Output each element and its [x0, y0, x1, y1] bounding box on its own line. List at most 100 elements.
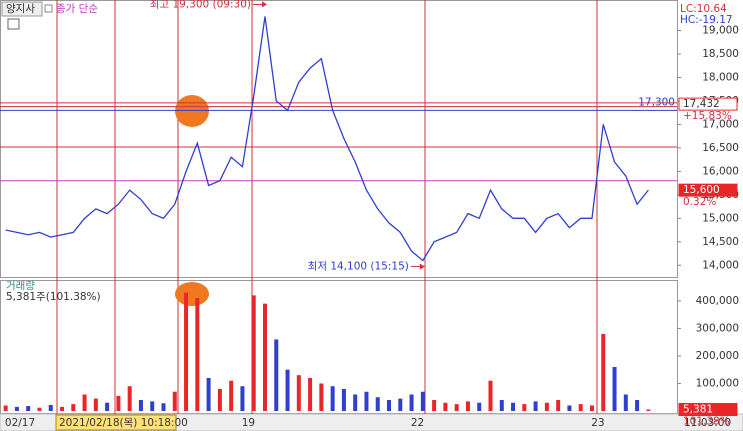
- y-tick-label: 17,000: [702, 118, 739, 130]
- value-badge-label: 15,600: [683, 184, 720, 196]
- volume-bar: [172, 391, 177, 411]
- volume-bar: [432, 399, 437, 411]
- x-tick-label: 02/17: [5, 417, 35, 429]
- settings-icon[interactable]: [7, 18, 20, 30]
- volume-bar: [161, 403, 166, 411]
- x-axis-bar: [0, 413, 743, 431]
- volume-bar: [206, 377, 211, 411]
- volume-bar: [48, 404, 53, 411]
- volume-bar: [612, 366, 617, 411]
- volume-bar: [262, 303, 267, 411]
- cursor-time-box: [55, 414, 177, 431]
- volume-bar: [296, 375, 301, 411]
- lc-label: LC:10.64: [680, 3, 727, 15]
- volume-bar: [420, 391, 425, 411]
- volume-bar: [398, 398, 403, 411]
- volume-bar: [285, 369, 290, 411]
- y-tick-label: 19,000: [702, 25, 739, 37]
- value-badge: [678, 403, 738, 417]
- x-tick-label: 22: [411, 417, 424, 429]
- volume-bar: [116, 395, 121, 411]
- volume-subtitle: 5,381주(101.38%): [6, 291, 101, 303]
- cursor-time: 2021/02/18(목) 10:18:00: [59, 417, 188, 429]
- volume-bar: [274, 339, 279, 411]
- volume-bar: [635, 399, 640, 411]
- value-badge: [678, 97, 738, 111]
- price-line: [5, 16, 649, 262]
- checkbox[interactable]: [44, 4, 53, 13]
- y-tick-label: 14,500: [702, 236, 739, 248]
- volume-bar: [82, 394, 87, 411]
- y-tick-label: 400,000: [696, 295, 739, 307]
- volume-bar: [477, 402, 482, 411]
- value-badge-sub: +15.83%: [683, 110, 732, 122]
- y-tick-label: 300,000: [696, 322, 739, 334]
- volume-bar: [229, 380, 234, 411]
- indicator-name: 종가 단순: [56, 3, 98, 15]
- y-tick-label: 200,000: [696, 350, 739, 362]
- y-tick-label: 16,500: [702, 142, 739, 154]
- y-tick-label: 100,000: [696, 377, 739, 389]
- volume-bar: [93, 398, 98, 411]
- volume-bar: [184, 292, 189, 411]
- volume-bar: [375, 397, 380, 411]
- volume-title: 거래량: [6, 280, 35, 292]
- x-tick-label: 23: [591, 417, 604, 429]
- volume-bar: [37, 407, 42, 411]
- volume-bar: [522, 404, 527, 411]
- price-panel: [0, 0, 678, 278]
- annotation: 최저 14,100 (15:15): [308, 261, 409, 273]
- volume-bar: [341, 388, 346, 411]
- value-badge-label: 17,432: [683, 98, 720, 110]
- volume-bar: [601, 333, 606, 411]
- volume-bar: [556, 399, 561, 411]
- volume-bar: [240, 386, 245, 411]
- stock-name: 양지사: [6, 3, 35, 15]
- volume-bar: [150, 401, 155, 411]
- volume-bar: [138, 399, 143, 411]
- arrow-head: [419, 263, 425, 270]
- volume-bar: [60, 406, 65, 411]
- volume-bar: [217, 388, 222, 411]
- arrow-head: [261, 1, 267, 8]
- highlight-marker: [175, 95, 209, 127]
- volume-bar: [544, 402, 549, 411]
- value-badge: [678, 183, 738, 197]
- x-tick-label: 19: [242, 417, 255, 429]
- volume-bar: [623, 394, 628, 411]
- volume-bar: [443, 402, 448, 411]
- y-tick-label: 18,500: [702, 48, 739, 60]
- volume-bar: [454, 404, 459, 411]
- value-badge-label: 5,381: [683, 404, 713, 416]
- volume-bar: [511, 402, 516, 411]
- end-time: 11:03:00: [684, 417, 731, 429]
- y-tick-label: 18,000: [702, 71, 739, 83]
- volume-bar: [71, 404, 76, 411]
- volume-bar: [26, 406, 31, 411]
- volume-bar: [308, 377, 313, 411]
- volume-bar: [488, 380, 493, 411]
- hc-label: HC:-19.17: [680, 14, 733, 26]
- volume-bar: [251, 295, 256, 411]
- volume-bar: [127, 386, 132, 411]
- volume-bar: [353, 394, 358, 411]
- volume-bar: [3, 405, 8, 411]
- volume-bar: [578, 404, 583, 411]
- volume-bar: [646, 409, 651, 411]
- volume-bar: [364, 391, 369, 411]
- stock-name-box[interactable]: [1, 1, 43, 17]
- y-tick-label: 15,000: [702, 212, 739, 224]
- highlight-marker: [175, 282, 209, 306]
- volume-bar: [567, 405, 572, 411]
- volume-bar: [465, 401, 470, 411]
- volume-bar: [499, 399, 504, 411]
- reference-label: 17,300: [638, 96, 675, 108]
- value-badge-sub: 0.32%: [683, 196, 716, 208]
- volume-bar: [14, 406, 19, 411]
- volume-bar: [319, 383, 324, 411]
- volume-bar: [387, 399, 392, 411]
- y-tick-label: 14,000: [702, 259, 739, 271]
- value-badge-sub: 101.38%: [683, 416, 730, 428]
